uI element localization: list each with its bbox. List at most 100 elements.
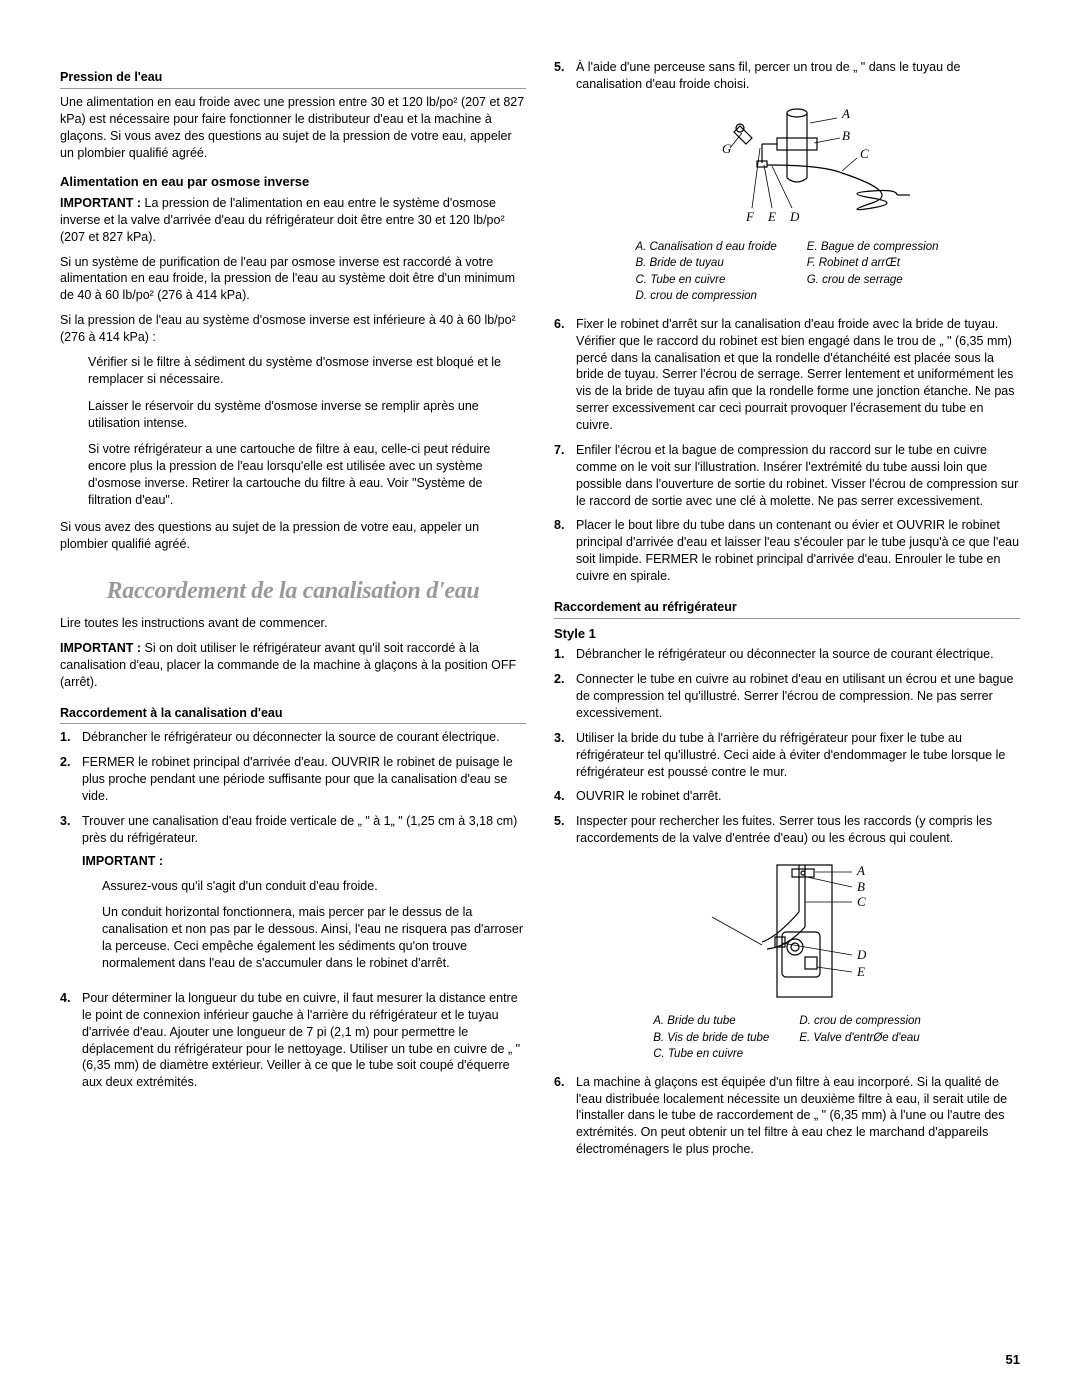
- list-body: FERMER le robinet principal d'arrivée d'…: [82, 754, 526, 805]
- legend-col-left: A. Canalisation d eau froide B. Bride de…: [636, 239, 777, 306]
- legend-item: G. crou de serrage: [807, 273, 939, 289]
- list-item: 1.Débrancher le réfrigérateur ou déconne…: [554, 646, 1020, 663]
- legend-col-right: E. Bague de compression F. Robinet d arr…: [807, 239, 939, 306]
- label-g: G: [722, 141, 732, 156]
- paragraph: Si vous avez des questions au sujet de l…: [60, 519, 526, 553]
- bullet-text: Si votre réfrigérateur a une cartouche d…: [88, 441, 526, 509]
- ordered-list: 6.Fixer le robinet d'arrêt sur la canali…: [554, 316, 1020, 585]
- paragraph: Si un système de purification de l'eau p…: [60, 254, 526, 305]
- paragraph: IMPORTANT : La pression de l'alimentatio…: [60, 195, 526, 246]
- paragraph: Lire toutes les instructions avant de co…: [60, 615, 526, 632]
- list-number: 6.: [554, 316, 576, 333]
- list-number: 1.: [554, 646, 576, 663]
- list-item: 3.Utiliser la bride du tube à l'arrière …: [554, 730, 1020, 781]
- bullet-text: Assurez-vous qu'il s'agit d'un conduit d…: [102, 878, 526, 895]
- list-item: 8.Placer le bout libre du tube dans un c…: [554, 517, 1020, 585]
- list-item: 2.FERMER le robinet principal d'arrivée …: [60, 754, 526, 805]
- label-c: C: [860, 146, 869, 161]
- list-body: À l'aide d'une perceuse sans fil, percer…: [576, 59, 1020, 93]
- list-number: 2.: [60, 754, 82, 771]
- indent-block: Vérifier si le filtre à sédiment du syst…: [88, 354, 526, 509]
- label-b: B: [857, 879, 865, 894]
- list-number: 2.: [554, 671, 576, 688]
- page-content: Pression de l'eau Une alimentation en ea…: [60, 55, 1020, 1166]
- paragraph: IMPORTANT : Si on doit utiliser le réfri…: [60, 640, 526, 691]
- legend-col-left: A. Bride du tube B. Vis de bride de tube…: [653, 1013, 769, 1064]
- list-body: Placer le bout libre du tube dans un con…: [576, 517, 1020, 585]
- label-f: F: [745, 209, 755, 224]
- legend-item: A. Bride du tube: [653, 1014, 769, 1030]
- bullet-text: Laisser le réservoir du système d'osmose…: [88, 398, 526, 432]
- list-number: 7.: [554, 442, 576, 459]
- list-item: 4.Pour déterminer la longueur du tube en…: [60, 990, 526, 1091]
- left-column: Pression de l'eau Une alimentation en ea…: [60, 55, 526, 1166]
- label-e: E: [856, 964, 865, 979]
- heading-pression: Pression de l'eau: [60, 69, 526, 89]
- heading-raccord-refrig: Raccordement au réfrigérateur: [554, 599, 1020, 619]
- label-a: A: [856, 863, 865, 878]
- list-number: 4.: [554, 788, 576, 805]
- ordered-list: 1.Débrancher le réfrigérateur ou déconne…: [60, 729, 526, 1091]
- list-number: 6.: [554, 1074, 576, 1091]
- right-column: 5.À l'aide d'une perceuse sans fil, perc…: [554, 55, 1020, 1166]
- legend-col-right: D. crou de compression E. Valve d'entrØe…: [799, 1013, 920, 1064]
- legend-item: C. Tube en cuivre: [653, 1047, 769, 1063]
- page-number: 51: [1006, 1351, 1020, 1369]
- list-item: 7.Enfiler l'écrou et la bague de compres…: [554, 442, 1020, 510]
- list-body: La machine à glaçons est équipée d'un fi…: [576, 1074, 1020, 1158]
- list-number: 4.: [60, 990, 82, 1007]
- ordered-list: 6.La machine à glaçons est équipée d'un …: [554, 1074, 1020, 1158]
- list-body: Débrancher le réfrigérateur ou déconnect…: [82, 729, 526, 746]
- heading-osmose: Alimentation en eau par osmose inverse: [60, 173, 526, 191]
- list-item: 6.Fixer le robinet d'arrêt sur la canali…: [554, 316, 1020, 434]
- list-number: 5.: [554, 59, 576, 76]
- heading-style1: Style 1: [554, 625, 1020, 643]
- list-number: 3.: [60, 813, 82, 830]
- list-item: 6.La machine à glaçons est équipée d'un …: [554, 1074, 1020, 1158]
- list-number: 5.: [554, 813, 576, 830]
- label-c: C: [857, 894, 866, 909]
- figure-legend: A. Bride du tube B. Vis de bride de tube…: [554, 1013, 1020, 1064]
- figure-legend: A. Canalisation d eau froide B. Bride de…: [554, 239, 1020, 306]
- legend-item: D. crou de compression: [636, 289, 777, 305]
- paragraph: Une alimentation en eau froide avec une …: [60, 94, 526, 162]
- legend-item: F. Robinet d arrŒt: [807, 256, 939, 272]
- list-item: 3. Trouver une canalisation d'eau froide…: [60, 813, 526, 982]
- list-body: Utiliser la bride du tube à l'arrière du…: [576, 730, 1020, 781]
- heading-raccordement-title: Raccordement de la canalisation d'eau: [60, 575, 526, 607]
- list-body: Pour déterminer la longueur du tube en c…: [82, 990, 526, 1091]
- legend-item: E. Bague de compression: [807, 240, 939, 256]
- paragraph: Si la pression de l'eau au système d'osm…: [60, 312, 526, 346]
- figure-fridge-connection: A B C D E: [554, 857, 1020, 1007]
- heading-raccord-canal: Raccordement à la canalisation d'eau: [60, 705, 526, 725]
- label-d: D: [789, 209, 800, 224]
- bullet-text: Vérifier si le filtre à sédiment du syst…: [88, 354, 526, 388]
- list-number: 3.: [554, 730, 576, 747]
- list-item: 5.À l'aide d'une perceuse sans fil, perc…: [554, 59, 1020, 93]
- ordered-list: 1.Débrancher le réfrigérateur ou déconne…: [554, 646, 1020, 847]
- figure-valve-assembly: A B C D E F G: [554, 103, 1020, 233]
- diagram-svg: A B C D E F G: [642, 103, 932, 233]
- list-item: 5.Inspecter pour rechercher les fuites. …: [554, 813, 1020, 847]
- legend-item: C. Tube en cuivre: [636, 273, 777, 289]
- list-item: 4.OUVRIR le robinet d'arrêt.: [554, 788, 1020, 805]
- list-number: 1.: [60, 729, 82, 746]
- label-b: B: [842, 128, 850, 143]
- important-label: IMPORTANT :: [82, 854, 163, 868]
- list-body: Trouver une canalisation d'eau froide ve…: [82, 813, 526, 982]
- step-text: Trouver une canalisation d'eau froide ve…: [82, 814, 517, 845]
- ordered-list: 5.À l'aide d'une perceuse sans fil, perc…: [554, 59, 1020, 93]
- list-body: Enfiler l'écrou et la bague de compressi…: [576, 442, 1020, 510]
- legend-item: A. Canalisation d eau froide: [636, 240, 777, 256]
- legend-item: B. Vis de bride de tube: [653, 1031, 769, 1047]
- important-label: IMPORTANT :: [60, 641, 141, 655]
- list-body: Inspecter pour rechercher les fuites. Se…: [576, 813, 1020, 847]
- list-item: 1.Débrancher le réfrigérateur ou déconne…: [60, 729, 526, 746]
- bullet-text: Un conduit horizontal fonctionnera, mais…: [102, 904, 526, 972]
- important-label: IMPORTANT :: [60, 196, 141, 210]
- legend-item: E. Valve d'entrØe d'eau: [799, 1031, 920, 1047]
- diagram-svg: A B C D E: [677, 857, 897, 1007]
- list-body: Connecter le tube en cuivre au robinet d…: [576, 671, 1020, 722]
- list-item: 2.Connecter le tube en cuivre au robinet…: [554, 671, 1020, 722]
- label-d: D: [856, 947, 867, 962]
